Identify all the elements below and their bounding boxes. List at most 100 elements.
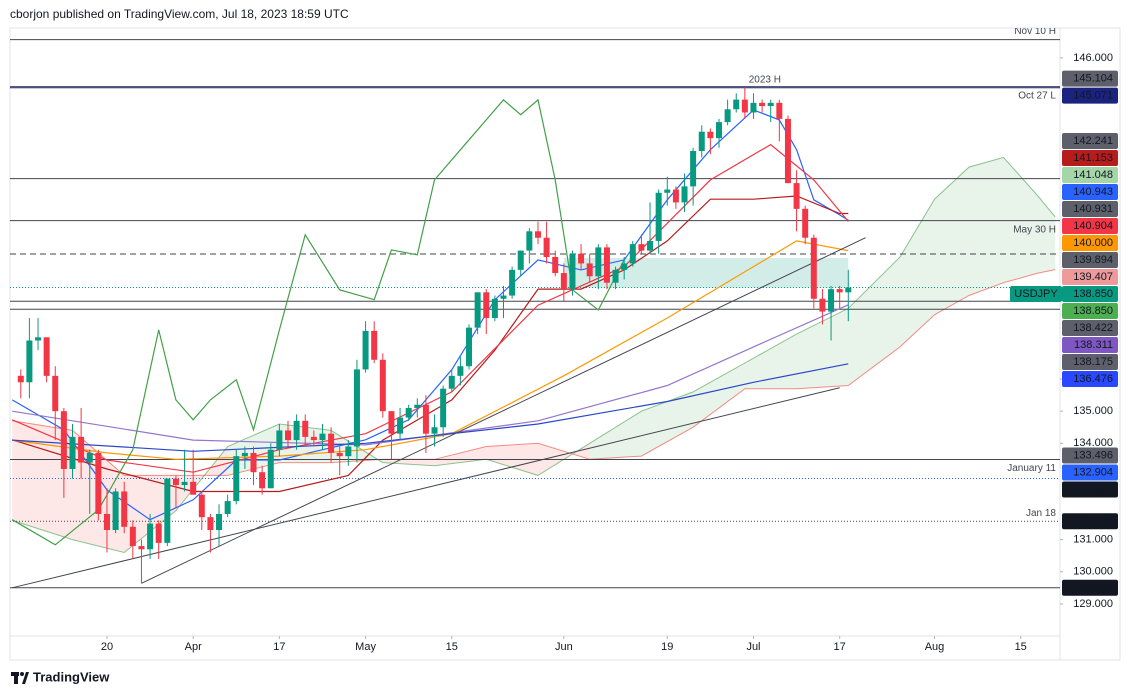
price-label-box [1062,336,1118,353]
candle-body [836,289,843,293]
chart-frame [9,27,1121,661]
price-label: 138.175 [1073,356,1113,368]
candle-body [52,375,59,412]
candle-body [164,478,171,543]
candle-body [224,501,231,514]
candle-body [147,523,154,550]
candle-body [509,269,516,296]
y-tick-label: 129.000 [1073,598,1113,610]
candle-body [560,273,567,290]
y-tick-label: 131.000 [1073,534,1113,546]
candle-body [845,287,852,293]
candle-body [103,513,110,531]
price-label: 132.872 [1073,483,1113,495]
price-label: 129.504 [1073,582,1113,594]
level-label: 2023 H [749,74,781,85]
candle-body [207,517,214,531]
cloud-segment [589,411,642,460]
candle-body [328,433,335,453]
price-label: 138.850 [1073,288,1113,300]
candle-body [802,208,809,238]
candle-body [233,456,240,502]
symbol-box [1010,285,1062,302]
candle-body [181,481,188,486]
symbol-name: USDJPY [1014,288,1058,300]
candle-body [491,298,498,319]
candle-body [750,102,757,113]
candle-body [655,192,662,241]
price-label-box [1062,234,1118,251]
cloud-segment [848,257,901,386]
candle-body [440,388,447,428]
candle-body [112,491,119,531]
candle-body [60,411,67,469]
candle-body [776,102,783,119]
candle-body [422,404,429,434]
level-label: Nov 10 H [1014,26,1056,37]
price-label: 132.904 [1073,466,1113,478]
x-tick-label: Jun [555,641,573,653]
candle-body [431,427,438,434]
plot-area: Nov 10 H Oct 27 L 2023 H May 30 H January 11… [10,26,1060,589]
candle-body [35,337,42,341]
x-tick-label: 17 [834,641,846,653]
candle-body [672,189,679,203]
price-label-box [1062,285,1118,302]
price-label-box [1062,353,1118,370]
price-label-box [1062,87,1118,104]
candle-body [95,452,102,514]
candle-body [216,513,223,531]
candle-body [784,118,791,184]
x-tick-label: Jul [746,641,760,653]
indicator-line [11,98,625,546]
brand-logo [11,672,29,684]
price-label-box [1062,217,1118,234]
candle-body [26,340,33,383]
candle-body [250,452,257,473]
x-tick-label: 17 [273,641,285,653]
candle-body [715,122,722,139]
cloud-segment [537,443,590,476]
candle-body [302,420,309,437]
price-label-box [1062,513,1118,530]
price-label: 140.904 [1073,220,1113,232]
candle-body [198,494,205,518]
candle-body [43,337,50,376]
cloud-segment [434,446,487,466]
candle-body [603,247,610,283]
candle-body [86,452,93,463]
price-label: 142.241 [1073,135,1113,147]
candle-body [397,417,404,434]
candle-body [681,186,688,203]
candle-body [474,292,481,328]
y-tick-label: 146.000 [1073,52,1113,64]
price-label: 140.931 [1073,203,1113,215]
x-tick-label: Aug [925,641,945,653]
trend-line [141,237,866,584]
cloud-segment [934,167,969,315]
x-tick-label: 15 [446,641,458,653]
level-label: Jan 18 [1026,508,1056,519]
price-label-box [1062,132,1118,149]
candle-body [172,478,179,486]
cloud-segment [1003,157,1038,283]
price-label: 139.407 [1073,271,1113,283]
candle-body [405,407,412,418]
candle-body [190,481,197,495]
candle-body [69,436,76,469]
price-label: 131.574 [1073,515,1113,527]
candle-body [629,244,636,264]
candle-body [526,231,533,251]
candle-body [612,269,619,283]
candle-body [647,240,654,251]
candle-body [362,330,369,370]
candle-body [345,446,352,457]
candle-body [534,231,541,238]
cloud-segment [693,362,745,428]
price-label: 140.943 [1073,186,1113,198]
candle-body [448,375,455,389]
price-label: 141.153 [1073,152,1113,164]
level-label: January 11 [1007,463,1056,474]
candle-body [353,369,360,447]
candle-body [767,102,774,107]
